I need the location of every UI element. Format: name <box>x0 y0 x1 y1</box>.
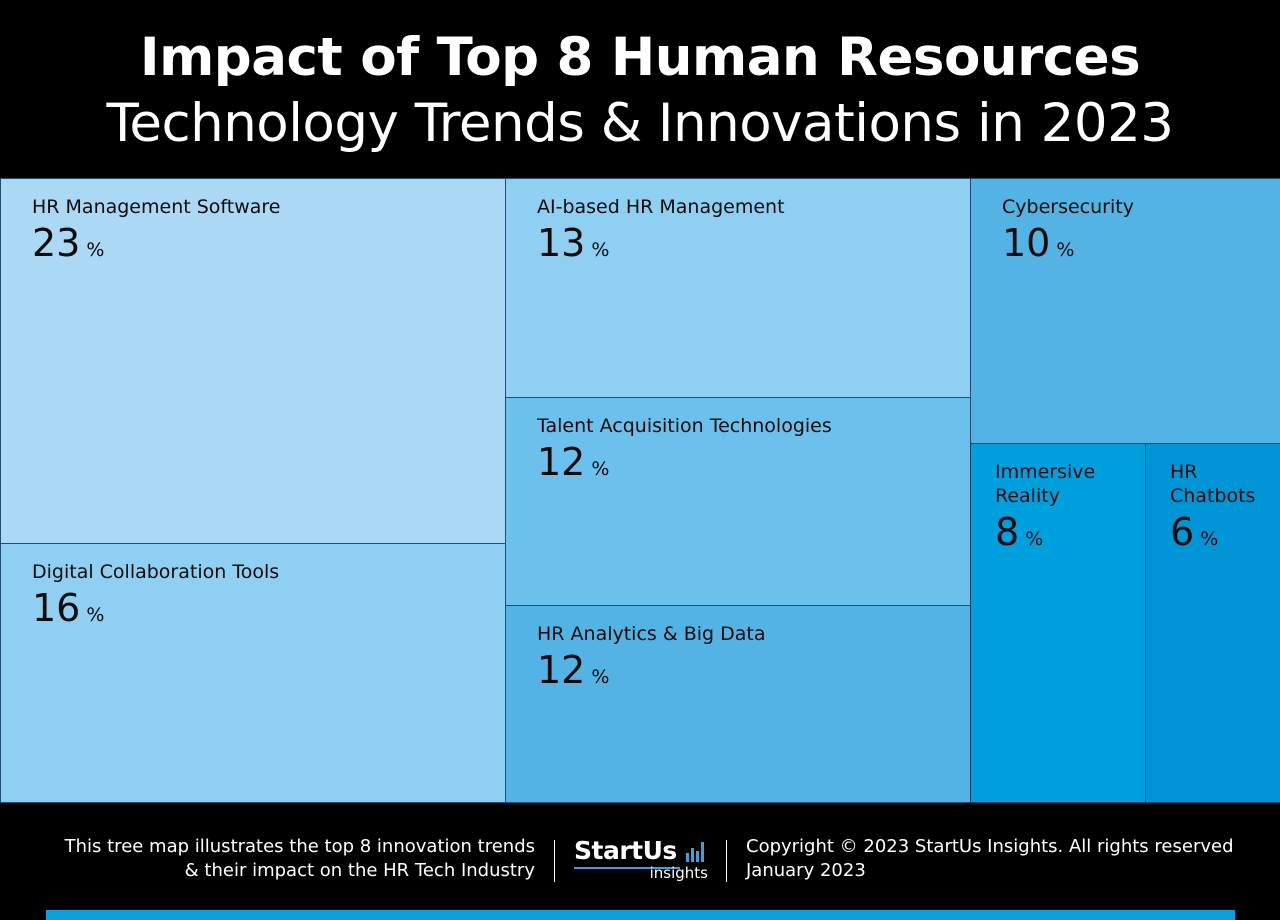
tile-label: Talent Acquisition Technologies <box>537 415 832 437</box>
copyright-line1: Copyright © 2023 StartUs Insights. All r… <box>746 836 1234 857</box>
treemap-tile: Talent Acquisition Technologies 12% <box>505 397 971 606</box>
tile-value: 12% <box>537 648 609 699</box>
treemap-tile: Digital Collaboration Tools 16% <box>0 543 506 803</box>
tile-value: 10% <box>1002 221 1074 272</box>
treemap-tile: AI-based HR Management 13% <box>505 178 971 398</box>
description-line2: & their impact on the HR Tech Industry <box>184 860 535 881</box>
logo-underline <box>574 867 680 869</box>
tile-value-unit: % <box>591 458 610 480</box>
footer-divider-right <box>726 840 727 882</box>
treemap-tile: Immersive Reality 8% <box>970 443 1146 803</box>
tile-value-number: 6 <box>1170 510 1195 554</box>
tile-value-unit: % <box>1200 528 1219 550</box>
chart-title-line1: Impact of Top 8 Human Resources <box>139 27 1141 88</box>
tile-value-unit: % <box>1025 528 1044 550</box>
chart-title-line2: Technology Trends & Innovations in 2023 <box>106 93 1174 154</box>
chart-description: This tree map illustrates the top 8 inno… <box>65 835 535 883</box>
tile-value: 16% <box>32 586 104 637</box>
tile-value: 8% <box>995 510 1043 561</box>
tile-value: 12% <box>537 440 609 491</box>
tile-value: 23% <box>32 221 104 272</box>
description-line1: This tree map illustrates the top 8 inno… <box>64 836 535 857</box>
tile-value-number: 10 <box>1002 221 1051 265</box>
tile-label: Cybersecurity <box>1002 196 1134 218</box>
tile-value-unit: % <box>591 239 610 261</box>
tile-label: AI-based HR Management <box>537 196 785 218</box>
treemap: HR Management Software 23% Digital Collabo… <box>0 178 1280 803</box>
tile-value-number: 13 <box>537 221 586 265</box>
tile-value-unit: % <box>1056 239 1075 261</box>
copyright: Copyright © 2023 StartUs Insights. All r… <box>746 835 1234 883</box>
tile-value-number: 12 <box>537 440 586 484</box>
bar-chart-icon <box>686 842 708 862</box>
logo-subtitle: insights <box>649 864 708 882</box>
treemap-tile: Cybersecurity 10% <box>970 178 1280 444</box>
tile-value-number: 23 <box>32 221 81 265</box>
tile-value-unit: % <box>86 239 105 261</box>
footer: This tree map illustrates the top 8 inno… <box>0 802 1280 920</box>
treemap-tile: HR Chatbots 6% <box>1145 443 1280 803</box>
tile-value-unit: % <box>591 666 610 688</box>
tile-value-unit: % <box>86 604 105 626</box>
treemap-tile: HR Analytics & Big Data 12% <box>505 605 971 803</box>
tile-value: 6% <box>1170 510 1218 561</box>
tile-label: HR Chatbots <box>1170 461 1256 507</box>
startus-insights-logo: StartUs insights <box>574 836 708 882</box>
header: Impact of Top 8 Human Resources Technolo… <box>0 0 1280 178</box>
tile-label: HR Analytics & Big Data <box>537 623 766 645</box>
footer-divider-left <box>554 840 555 882</box>
logo-wordmark: StartUs <box>574 836 677 865</box>
tile-label: HR Management Software <box>32 196 281 218</box>
tile-label: Digital Collaboration Tools <box>32 561 280 583</box>
tile-value-number: 16 <box>32 586 81 630</box>
tile-value-number: 8 <box>995 510 1020 554</box>
tile-value: 13% <box>537 221 609 272</box>
accent-bar <box>46 910 1235 920</box>
copyright-line2: January 2023 <box>746 860 866 881</box>
treemap-tile: HR Management Software 23% <box>0 178 506 544</box>
tile-value-number: 12 <box>537 648 586 692</box>
tile-label: Immersive Reality <box>995 461 1096 507</box>
